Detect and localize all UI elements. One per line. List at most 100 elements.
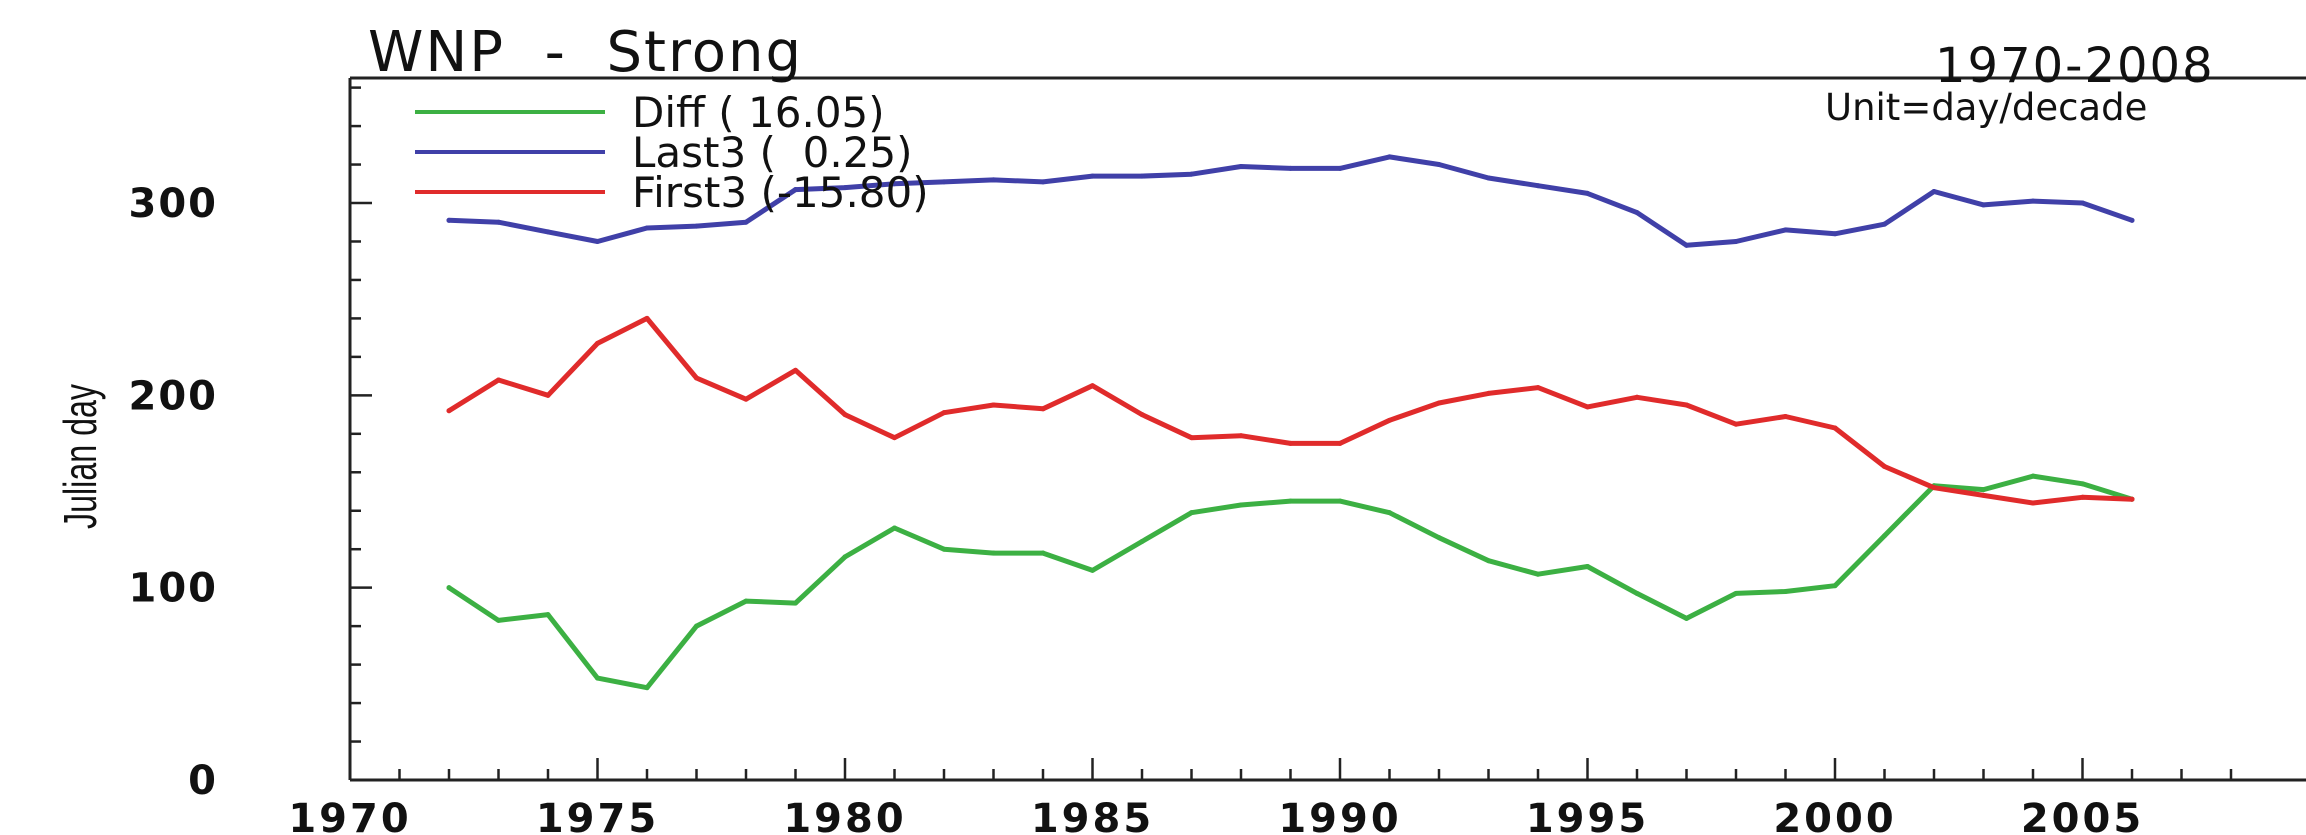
y-axis-label: Julian day	[54, 384, 106, 529]
x-tick-label: 1990	[1278, 796, 1401, 835]
data-point-first3	[1585, 404, 1590, 410]
data-point-diff	[446, 585, 452, 591]
x-tick-label: 1970	[288, 796, 411, 835]
data-point-diff	[842, 554, 848, 560]
legend-label-diff: Diff ( 16.05)	[632, 88, 885, 137]
legend-label-last3: Last3 ( 0.25)	[632, 128, 913, 177]
data-point-last3	[1337, 165, 1343, 171]
x-tick-label: 1985	[1031, 796, 1154, 835]
chart-period: 1970-2008	[1935, 38, 2215, 94]
data-point-last3	[595, 238, 600, 244]
data-point-first3	[892, 435, 897, 441]
data-point-first3	[446, 408, 452, 414]
data-point-diff	[1684, 615, 1689, 621]
data-point-diff	[1585, 564, 1590, 570]
data-point-first3	[1634, 394, 1640, 400]
data-point-last3	[1288, 165, 1293, 171]
data-point-first3	[1139, 412, 1145, 418]
data-point-first3	[1783, 413, 1788, 419]
data-point-first3	[1288, 440, 1293, 446]
data-point-diff	[1882, 533, 1887, 539]
data-point-last3	[1931, 188, 1937, 194]
data-point-last3	[1189, 171, 1194, 177]
data-point-last3	[1585, 190, 1590, 196]
data-point-last3	[644, 225, 650, 231]
data-point-diff	[1981, 487, 1986, 493]
data-point-last3	[1090, 173, 1095, 179]
data-point-first3	[1535, 385, 1541, 391]
data-point-first3	[595, 340, 600, 346]
data-point-diff	[2030, 473, 2036, 479]
data-point-first3	[1733, 421, 1739, 427]
series-lines	[446, 154, 2135, 691]
data-point-diff	[991, 550, 996, 556]
chart-unit: Unit=day/decade	[1825, 86, 2148, 129]
data-point-diff	[892, 525, 897, 531]
data-point-last3	[1733, 238, 1739, 244]
y-tick-label: 300	[129, 181, 219, 227]
legend-lines	[415, 110, 605, 194]
data-point-first3	[1337, 440, 1343, 446]
data-point-last3	[1040, 179, 1046, 185]
data-point-diff	[1238, 502, 1244, 508]
data-point-diff	[694, 623, 699, 629]
data-point-diff	[1783, 589, 1788, 595]
data-point-last3	[1684, 242, 1689, 248]
data-point-diff	[1387, 510, 1392, 516]
data-point-first3	[2129, 496, 2135, 502]
data-point-last3	[892, 181, 897, 187]
data-point-last3	[496, 219, 501, 225]
data-point-first3	[842, 412, 848, 418]
data-point-diff	[496, 617, 501, 623]
data-point-diff	[1337, 498, 1343, 504]
axes: 1970 1975 1980 1985 1990 1995 2000 2005 0 100 200 3…	[129, 76, 2306, 835]
data-point-last3	[545, 229, 551, 235]
data-point-last3	[941, 179, 947, 185]
data-point-first3	[793, 367, 798, 373]
data-point-diff	[1832, 583, 1838, 589]
data-point-last3	[1436, 162, 1442, 168]
y-tick-label: 0	[188, 758, 218, 804]
data-point-first3	[2080, 494, 2085, 500]
data-point-diff	[545, 612, 551, 618]
data-point-last3	[2080, 200, 2085, 206]
y-tick-label: 200	[129, 373, 219, 419]
y-tick-label: 100	[129, 566, 219, 612]
data-point-first3	[991, 402, 996, 408]
data-point-first3	[1040, 406, 1046, 412]
data-point-diff	[1090, 567, 1095, 573]
data-point-diff	[1436, 535, 1442, 541]
data-point-diff	[1634, 590, 1640, 596]
data-point-last3	[1238, 163, 1244, 169]
data-point-diff	[1535, 571, 1541, 577]
data-point-last3	[2030, 198, 2036, 204]
data-point-last3	[1832, 231, 1838, 237]
data-point-last3	[1634, 210, 1640, 216]
data-point-diff	[1288, 498, 1293, 504]
x-tick-label: 2000	[1773, 796, 1896, 835]
data-point-first3	[545, 392, 551, 398]
data-point-first3	[2030, 500, 2036, 506]
data-point-diff	[793, 600, 798, 606]
data-point-diff	[743, 598, 749, 604]
data-point-last3	[1486, 175, 1491, 181]
data-point-last3	[1139, 173, 1145, 179]
data-point-last3	[743, 219, 749, 225]
data-point-last3	[2129, 217, 2135, 223]
data-point-diff	[1486, 558, 1491, 564]
data-point-first3	[496, 377, 501, 383]
data-point-first3	[1238, 433, 1244, 439]
data-point-last3	[446, 217, 452, 223]
x-tick-label: 1980	[783, 796, 906, 835]
data-point-diff	[1733, 590, 1739, 596]
data-point-last3	[793, 187, 798, 193]
data-point-last3	[1535, 183, 1541, 189]
legend-label-first3: First3 (-15.80)	[632, 168, 929, 217]
x-tick-label: 1995	[1526, 796, 1649, 835]
data-point-first3	[1436, 400, 1442, 406]
data-point-first3	[644, 315, 650, 321]
data-point-last3	[991, 177, 996, 183]
data-point-diff	[595, 675, 600, 681]
series-line-first3	[446, 315, 2135, 506]
